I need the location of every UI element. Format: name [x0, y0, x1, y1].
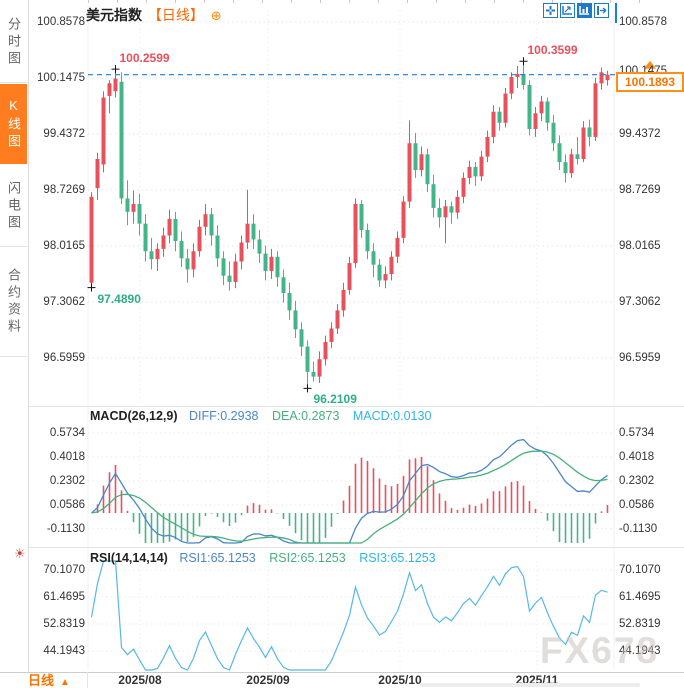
macd-axis-label: 0.0586 [619, 498, 655, 511]
sidebar-tab-kline[interactable]: K线图 [0, 84, 27, 164]
sidebar: 分时图 K线图 闪电图 合约资料 [0, 0, 29, 672]
panel-divider[interactable] [28, 547, 684, 548]
rsi-header: RSI(14,14,14) RSI1:65.1253 RSI2:65.1253 … [90, 551, 436, 565]
high-annotation: 100.2599 [119, 51, 170, 66]
rsi-params: RSI(14,14,14) [90, 551, 168, 565]
price-axis-label: 96.5959 [43, 352, 85, 364]
price-axis-label: 100.1475 [37, 72, 85, 84]
symbol-name: 美元指数 [86, 7, 142, 23]
sidebar-tab-contract-info[interactable]: 合约资料 [0, 248, 27, 357]
rsi-axis-label: 61.4695 [43, 591, 85, 603]
sidebar-tab-lightning[interactable]: 闪电图 [0, 166, 27, 247]
x-axis-month-label: 2025/09 [246, 673, 290, 687]
sidebar-tab-label: 闪电图 [6, 180, 21, 232]
add-indicator-icon[interactable]: ⊕ [210, 8, 222, 23]
chevron-up-icon: ▲ [60, 677, 70, 688]
macd-macd-value: MACD:0.0130 [352, 409, 432, 423]
current-price-badge: 100.1893 [616, 72, 684, 92]
axis-scale-icon[interactable] [560, 3, 575, 18]
macd-axis-label: -0.1130 [619, 522, 658, 535]
price-axis-label: 99.4372 [43, 128, 85, 140]
macd-axis-label: 0.2302 [619, 474, 655, 487]
rsi1-value: RSI1:65.1253 [179, 551, 256, 565]
macd-params: MACD(26,12,9) [90, 409, 178, 423]
price-axis-label: 96.5959 [619, 352, 661, 364]
top-axis-ticks [88, 0, 648, 3]
chart-toolbar [543, 3, 609, 18]
sidebar-tab-label: K线图 [6, 97, 21, 151]
macd-axis-label: 0.2302 [49, 474, 85, 487]
rsi-axis-label: 70.1070 [43, 564, 85, 576]
low-annotation: 97.4890 [97, 291, 141, 306]
rsi-axis-label: 52.8319 [619, 618, 661, 630]
x-axis-month-label: 2025/10 [378, 673, 422, 687]
period-label: 日线 [28, 673, 55, 688]
rsi-axis-label: 70.1070 [619, 564, 661, 576]
high-annotation: 100.3599 [527, 43, 578, 58]
macd-diff-value: DIFF:0.2938 [189, 409, 259, 423]
plot-edge-marker [615, 3, 617, 23]
chart-title: 美元指数 【日线】 ⊕ [86, 5, 222, 25]
watermark: FX678 [540, 630, 660, 671]
rsi-axis-label: 61.4695 [619, 591, 661, 603]
rsi2-value: RSI2:65.1253 [269, 551, 346, 565]
horizontal-scrollbar[interactable] [420, 683, 640, 687]
price-axis-label: 100.8578 [37, 16, 85, 28]
macd-dea-value: DEA:0.2873 [271, 409, 340, 423]
indicator-settings-icon[interactable]: ☀ [13, 546, 27, 562]
price-axis-label: 97.3062 [43, 296, 85, 308]
macd-header: MACD(26,12,9) DIFF:0.2938 DEA:0.2873 MAC… [90, 409, 431, 423]
period-selector[interactable]: 日线 ▲ [0, 672, 88, 688]
price-axis-label: 99.4372 [619, 128, 661, 140]
price-axis-label: 98.0165 [43, 240, 85, 252]
rsi-axis-label: 44.1943 [619, 645, 661, 657]
sidebar-tab-label: 分时图 [6, 16, 21, 68]
price-axis-label: 98.0165 [619, 240, 661, 252]
rsi3-value: RSI3:65.1253 [359, 551, 436, 565]
macd-axis-label: 0.4018 [49, 450, 85, 463]
export-icon[interactable] [594, 3, 609, 18]
macd-axis-label: -0.1130 [46, 522, 85, 535]
sidebar-tab-label: 合约资料 [6, 268, 21, 336]
rsi-axis-label: 52.8319 [43, 618, 85, 630]
low-annotation: 96.2109 [313, 392, 357, 407]
x-axis-month-label: 2025/08 [118, 673, 162, 687]
macd-axis-label: 0.4018 [619, 450, 655, 463]
crosshair-icon[interactable] [543, 3, 558, 18]
price-axis-label: 97.3062 [619, 296, 661, 308]
macd-axis-label: 0.0586 [49, 498, 85, 511]
rsi-axis-label: 44.1943 [43, 645, 85, 657]
sidebar-tab-timeshare[interactable]: 分时图 [0, 2, 27, 83]
kline-panel-icon[interactable] [577, 3, 592, 18]
panel-divider[interactable] [28, 406, 684, 407]
macd-axis-label: 0.5734 [619, 427, 655, 439]
macd-axis-label: 0.5734 [49, 427, 85, 439]
price-axis-label: 98.7269 [43, 184, 85, 196]
period-tag: 【日线】 [147, 7, 204, 23]
price-axis-label: 98.7269 [619, 184, 661, 196]
price-axis-label: 100.8578 [619, 16, 667, 28]
